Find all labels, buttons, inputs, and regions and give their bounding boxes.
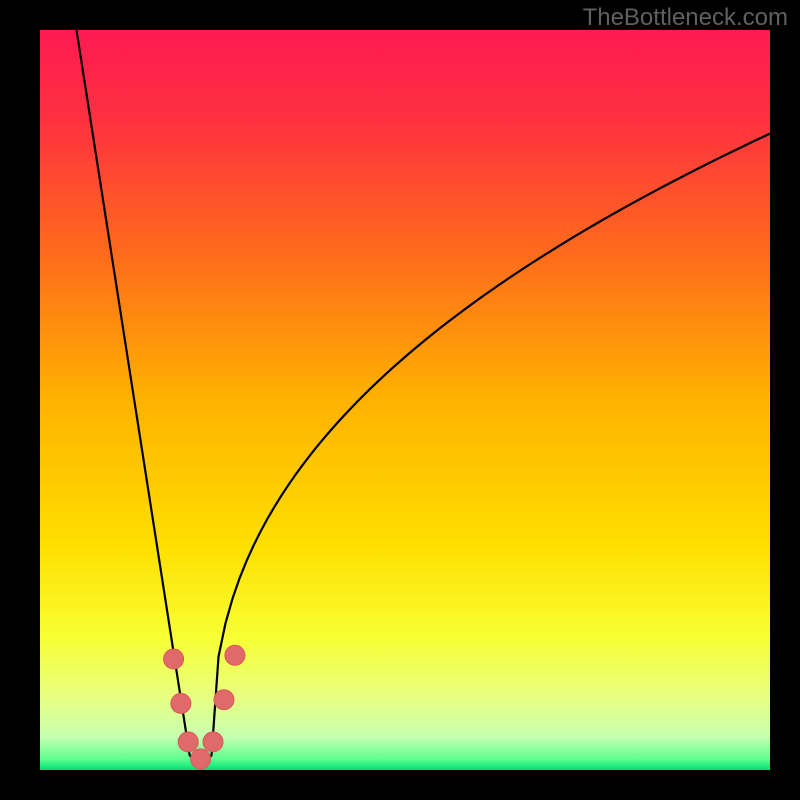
marker-dot: [214, 690, 234, 710]
watermark-text: TheBottleneck.com: [583, 4, 788, 32]
marker-dot: [225, 645, 245, 665]
bottleneck-chart: [40, 30, 770, 770]
marker-dot: [171, 693, 191, 713]
marker-dot: [203, 732, 223, 752]
marker-dot: [178, 732, 198, 752]
marker-dot: [164, 649, 184, 669]
gradient-background: [40, 30, 770, 770]
chart-svg: [40, 30, 770, 770]
marker-dot: [191, 749, 211, 769]
